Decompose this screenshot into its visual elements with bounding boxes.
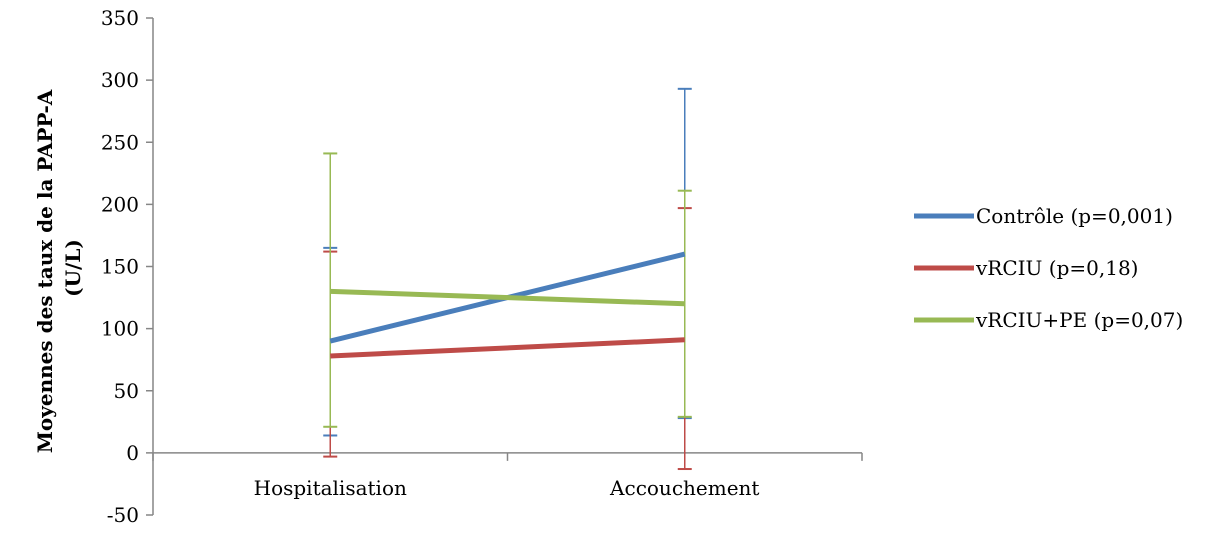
y-tick-label: 300 xyxy=(101,68,139,92)
y-tick-label: 0 xyxy=(126,441,139,465)
y-axis-ticks: -50 0 50 100 150 200 250 300 350 xyxy=(101,6,153,527)
y-tick-label: 200 xyxy=(101,192,139,216)
x-tick-label: Hospitalisation xyxy=(254,476,407,500)
legend-label: vRCIU+PE (p=0,07) xyxy=(975,308,1183,332)
error-bars xyxy=(323,87,692,471)
y-axis-label: Moyennes des taux de la PAPP-A (U/L) xyxy=(33,83,85,453)
y-tick-label: 100 xyxy=(101,317,139,341)
legend: Contrôle (p=0,001) vRCIU (p=0,18) vRCIU+PE… xyxy=(914,204,1183,332)
series-line xyxy=(330,288,685,307)
y-tick-label: -50 xyxy=(107,503,139,527)
series-line xyxy=(330,337,685,359)
y-tick-label: 250 xyxy=(101,130,139,154)
y-axis-label-line2: (U/L) xyxy=(61,239,85,297)
x-axis-ticks: Hospitalisation Accouchement xyxy=(152,452,863,500)
legend-label: Contrôle (p=0,001) xyxy=(976,204,1173,228)
x-tick-label: Accouchement xyxy=(609,476,759,500)
y-tick-label: 150 xyxy=(101,255,139,279)
y-tick-label: 50 xyxy=(114,379,139,403)
y-tick-label: 350 xyxy=(101,6,139,30)
series-lines xyxy=(329,251,686,359)
legend-label: vRCIU (p=0,18) xyxy=(975,256,1138,280)
y-axis-label-line1: Moyennes des taux de la PAPP-A xyxy=(33,89,57,453)
axes xyxy=(152,18,862,515)
